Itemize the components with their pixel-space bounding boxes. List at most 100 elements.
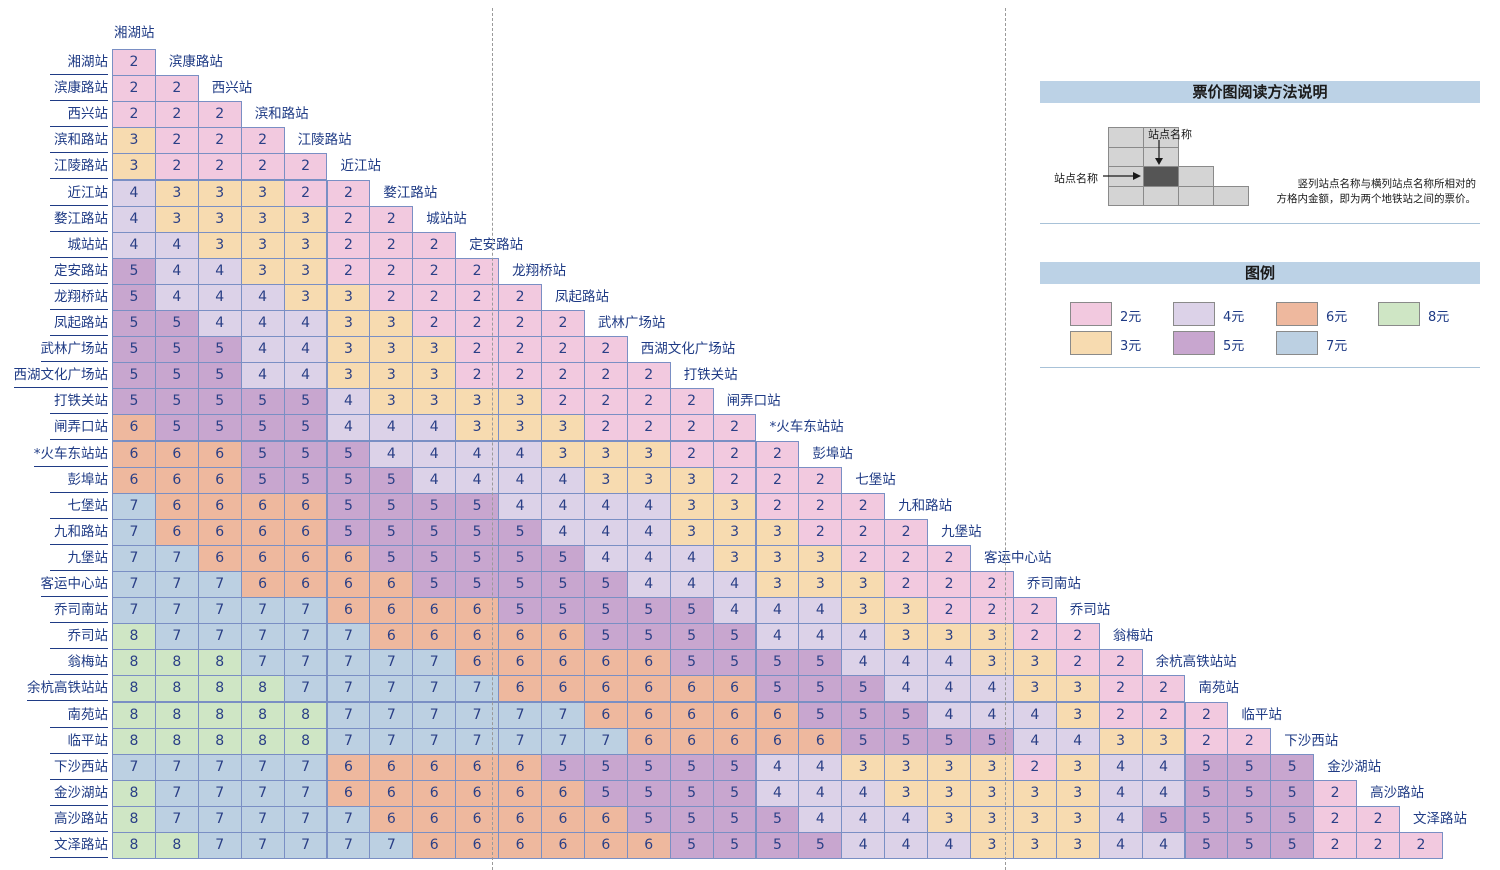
fare-cell: 2 xyxy=(369,205,414,233)
fare-cell: 3 xyxy=(1012,832,1057,860)
fare-cell: 7 xyxy=(112,544,156,572)
fare-cell: 5 xyxy=(154,336,199,364)
fare-cell: 2 xyxy=(884,571,929,599)
fare-cell: 5 xyxy=(197,336,242,364)
fare-cell: 6 xyxy=(369,779,414,807)
fare-cell: 5 xyxy=(755,805,800,833)
fare-cell: 3 xyxy=(1055,832,1100,860)
fare-cell: 4 xyxy=(884,805,929,833)
fare-cell: 5 xyxy=(1270,805,1315,833)
fare-cell: 6 xyxy=(498,623,542,651)
fare-cell: 4 xyxy=(841,623,886,651)
fare-cell: 5 xyxy=(197,388,242,416)
fare-cell: 6 xyxy=(798,727,843,755)
fare-cell: 4 xyxy=(712,597,757,625)
fare-cell: 2 xyxy=(283,153,328,181)
fare-cell: 2 xyxy=(626,362,671,390)
fare-cell: 3 xyxy=(1055,805,1100,833)
fare-cell: 8 xyxy=(154,727,199,755)
fare-cell: 2 xyxy=(798,518,843,546)
fare-cell: 5 xyxy=(669,753,714,781)
fare-cell: 6 xyxy=(712,727,757,755)
fare-cell: 4 xyxy=(541,518,585,546)
fare-cell: 5 xyxy=(412,544,457,572)
row-label: 南苑站 xyxy=(50,702,108,728)
fare-cell: 3 xyxy=(712,518,757,546)
fare-cell: 2 xyxy=(1098,701,1143,729)
column-label: 凤起路站 xyxy=(555,288,609,305)
fare-cell: 4 xyxy=(626,571,671,599)
fare-cell: 3 xyxy=(927,779,971,807)
fare-cell: 5 xyxy=(369,544,414,572)
row-label: 余杭高铁站站 xyxy=(27,675,108,702)
fare-cell: 2 xyxy=(326,257,371,285)
fare-cell: 8 xyxy=(112,779,156,807)
fare-cell: 5 xyxy=(884,701,929,729)
fare-cell: 2 xyxy=(669,388,714,416)
fare-cell: 2 xyxy=(841,518,886,546)
row-label: 湘湖站 xyxy=(50,49,108,76)
row-label: 金沙湖站 xyxy=(50,780,108,806)
fare-cell: 4 xyxy=(1141,832,1186,860)
column-label: 临平站 xyxy=(1241,706,1282,723)
fare-cell: 3 xyxy=(970,753,1014,781)
fare-cell: 4 xyxy=(755,623,800,651)
column-label: 定安路站 xyxy=(469,236,524,253)
fare-cell: 5 xyxy=(112,336,156,364)
column-label: 下沙西站 xyxy=(1284,732,1339,749)
fare-cell: 3 xyxy=(583,466,628,494)
fare-cell: 4 xyxy=(112,179,156,207)
fare-cell: 3 xyxy=(1098,727,1143,755)
fare-cell: 3 xyxy=(970,779,1014,807)
fare-cell: 2 xyxy=(970,597,1014,625)
fare-cell: 5 xyxy=(369,492,414,520)
column-label: 近江站 xyxy=(340,158,382,175)
fare-cell: 4 xyxy=(755,779,800,807)
fare-cell: 5 xyxy=(112,388,156,416)
fare-cell: 4 xyxy=(541,492,585,520)
fare-cell: 6 xyxy=(240,518,285,546)
fare-cell: 7 xyxy=(369,701,414,729)
fare-cell: 3 xyxy=(669,492,714,520)
fare-cell: 5 xyxy=(1227,779,1272,807)
fare-cell: 3 xyxy=(455,388,500,416)
fare-cell: 7 xyxy=(283,597,328,625)
fare-cell: 2 xyxy=(455,310,500,338)
fare-cell: 3 xyxy=(1055,701,1100,729)
row-label: 打铁关站 xyxy=(50,388,108,415)
column-label: 客运中心站 xyxy=(984,549,1052,566)
fare-cell: 3 xyxy=(197,231,242,259)
fare-cell: 8 xyxy=(154,701,199,729)
fare-cell: 5 xyxy=(197,414,242,442)
fare-cell: 7 xyxy=(240,779,285,807)
fare-cell: 7 xyxy=(112,753,156,781)
fare-cell: 4 xyxy=(583,544,628,572)
fare-cell: 3 xyxy=(970,649,1014,677)
fare-cell: 3 xyxy=(798,544,843,572)
fare-cell: 6 xyxy=(412,597,457,625)
fare-cell: 6 xyxy=(412,753,457,781)
column-label: 江陵路站 xyxy=(297,132,352,149)
fare-cell: 4 xyxy=(970,675,1014,703)
fare-cell: 5 xyxy=(669,597,714,625)
fare-cell: 8 xyxy=(283,701,328,729)
fare-cell: 7 xyxy=(112,571,156,599)
fare-cell: 4 xyxy=(798,753,843,781)
fare-cell: 5 xyxy=(669,805,714,833)
fare-cell: 3 xyxy=(583,440,628,468)
fare-cell: 2 xyxy=(1356,832,1400,860)
fare-cell: 3 xyxy=(1055,753,1100,781)
fare-cell: 4 xyxy=(240,283,285,311)
row-label: 西兴站 xyxy=(50,101,108,128)
fare-cell: 7 xyxy=(154,805,199,833)
fare-cell: 3 xyxy=(369,310,414,338)
fare-cell: 2 xyxy=(1012,597,1057,625)
fare-cell: 2 xyxy=(1012,753,1057,781)
fare-cell: 7 xyxy=(369,832,414,860)
fare-cell: 6 xyxy=(541,832,585,860)
fare-cell: 2 xyxy=(154,153,199,181)
fare-cell: 3 xyxy=(498,414,542,442)
fare-cell: 3 xyxy=(1012,779,1057,807)
fare-cell: 4 xyxy=(369,414,414,442)
fare-cell: 4 xyxy=(626,518,671,546)
